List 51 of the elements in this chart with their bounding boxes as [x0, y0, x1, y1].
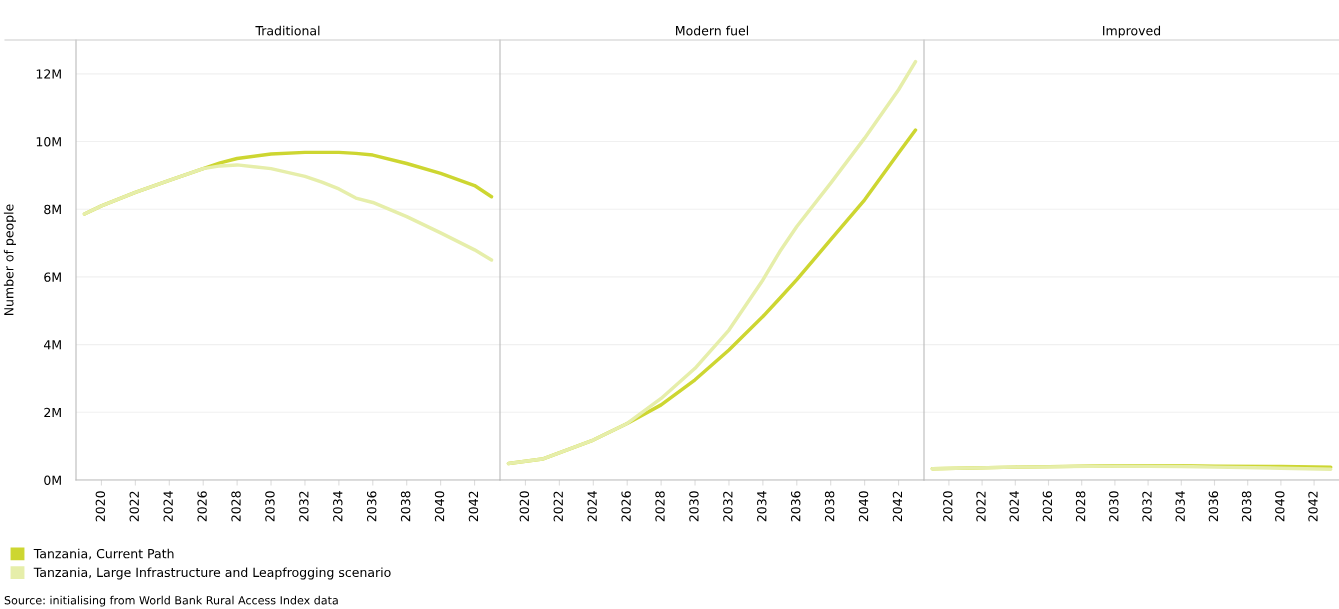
chart-title: Traditional: [255, 25, 320, 36]
x-tick-label: 2030: [265, 491, 275, 522]
x-tick-label: 2022: [976, 491, 986, 522]
y-tick-label: 6M: [44, 272, 61, 282]
y-tick-label: 0M: [44, 475, 61, 485]
x-tick-label: 2026: [621, 491, 631, 522]
x-tick-label: 2040: [1275, 491, 1285, 522]
x-tick-label: 2038: [824, 491, 835, 522]
x-tick-label: 2028: [655, 491, 665, 522]
x-tick-label: 2040: [434, 491, 445, 522]
x-tick-label: 2024: [587, 491, 597, 522]
x-tick-label: 2028: [1075, 491, 1086, 522]
x-tick-label: 2022: [129, 491, 139, 522]
y-axis-title: Number of people: [3, 204, 16, 316]
line-series: [82, 163, 494, 262]
x-tick-label: 2040: [858, 491, 869, 522]
x-tick-label: 2026: [1042, 491, 1053, 522]
x-tick-label: 2042: [892, 491, 903, 522]
y-tick-label: 12M: [36, 69, 61, 79]
x-tick-label: 2042: [468, 491, 479, 522]
x-tick-label: 2022: [553, 491, 563, 522]
x-tick-label: 2036: [790, 491, 801, 522]
x-tick-label: 2030: [1109, 491, 1119, 522]
x-tick-label: 2028: [231, 491, 241, 522]
x-tick-label: 2034: [757, 491, 767, 522]
x-tick-label: 2030: [689, 491, 699, 522]
x-tick-label: 2032: [723, 491, 733, 522]
source-note: Source: initialising from World Bank Rural Access Index data: [4, 595, 338, 607]
y-tick-label: 2M: [44, 407, 61, 418]
x-tick-label: 2020: [519, 491, 530, 522]
x-tick-label: 2024: [163, 491, 173, 522]
x-tick-label: 2020: [95, 491, 106, 522]
x-tick-label: 2038: [400, 491, 411, 522]
chart-title: Modern fuel: [676, 25, 749, 36]
legend-label: Tanzania, Current Path: [33, 548, 174, 560]
x-tick-label: 2020: [943, 491, 953, 522]
x-tick-label: 2034: [333, 491, 343, 522]
x-tick-label: 2036: [366, 491, 377, 522]
x-tick-label: 2038: [1241, 491, 1252, 522]
x-tick-label: 2034: [1175, 491, 1185, 522]
y-tick-label: 4M: [43, 340, 61, 350]
chart-title: Improved: [1103, 25, 1161, 38]
x-tick-label: 2024: [1009, 491, 1019, 522]
x-tick-label: 2026: [197, 491, 207, 522]
legend-label: Tanzania, Large Infrastructure and Leapfrogging scenario: [33, 567, 391, 580]
x-tick-label: 2032: [1142, 491, 1152, 522]
x-tick-label: 2036: [1208, 491, 1219, 522]
x-tick-label: 2042: [1308, 491, 1318, 522]
y-tick-label: 10M: [36, 137, 61, 147]
y-tick-label: 8M: [44, 204, 61, 215]
x-tick-label: 2032: [299, 491, 309, 522]
